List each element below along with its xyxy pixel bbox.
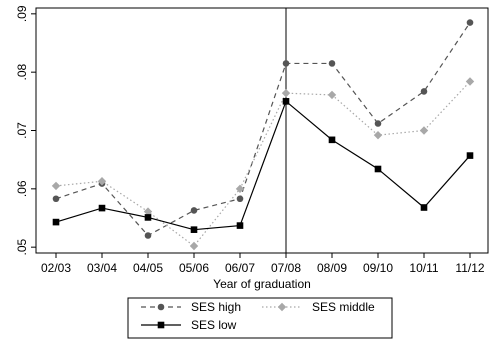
y-tick-label: .07 <box>15 122 29 139</box>
data-point-ses-middle <box>143 207 153 216</box>
x-tick-label: 07/08 <box>271 261 301 275</box>
data-point-ses-low <box>282 98 290 105</box>
legend-box <box>127 297 393 339</box>
y-tick-label: .05 <box>15 239 29 256</box>
x-tick-label: 03/04 <box>87 261 117 275</box>
data-point-ses-low <box>420 204 428 211</box>
legend-marker-ses-high <box>157 303 165 311</box>
data-point-ses-low <box>190 226 198 233</box>
data-point-ses-high <box>282 60 290 67</box>
data-point-ses-middle <box>189 241 199 251</box>
data-point-ses-low <box>236 222 244 229</box>
data-point-ses-high <box>144 232 152 239</box>
series-layer <box>51 19 475 251</box>
y-tick-label: .09 <box>15 5 29 22</box>
legend-marker-ses-middle <box>277 302 287 312</box>
data-point-ses-low <box>52 218 60 226</box>
data-point-ses-middle <box>281 88 291 98</box>
legend: SES high SES middle SES low <box>141 300 375 332</box>
data-point-ses-high <box>236 195 244 203</box>
data-point-ses-middle <box>465 77 475 86</box>
x-tick-label: 08/09 <box>317 261 347 275</box>
data-point-ses-high <box>374 120 382 127</box>
y-tick-label: .08 <box>15 64 29 81</box>
legend-label-ses-middle: SES middle <box>312 300 375 314</box>
x-tick-label: 11/12 <box>455 261 484 275</box>
series-line-ses-high <box>55 22 471 237</box>
legend-marker-ses-low <box>157 321 165 329</box>
data-point-ses-high <box>190 207 198 214</box>
legend-label-ses-high: SES high <box>191 300 241 314</box>
data-point-ses-high <box>466 19 474 26</box>
x-tick-label: 10/11 <box>409 261 438 275</box>
data-point-ses-middle <box>419 126 429 135</box>
x-tick-label: 05/06 <box>179 261 209 275</box>
data-point-ses-low <box>466 152 474 159</box>
data-point-ses-high <box>328 60 336 67</box>
data-point-ses-middle <box>51 181 61 191</box>
x-axis: 02/03 03/04 04/05 05/06 06/07 07/08 08/09 09/10… <box>41 253 485 275</box>
data-point-ses-middle <box>327 90 337 100</box>
series-line-ses-low <box>55 100 471 231</box>
y-tick-label: .06 <box>15 180 29 197</box>
series-line-ses-middle <box>55 81 471 247</box>
data-point-ses-low <box>374 165 382 173</box>
x-tick-label: 09/10 <box>363 261 393 275</box>
data-point-ses-middle <box>235 184 245 194</box>
data-point-ses-low <box>144 214 152 221</box>
legend-label-ses-low: SES low <box>191 318 237 332</box>
data-point-ses-middle <box>97 177 107 186</box>
data-point-ses-middle <box>373 130 383 140</box>
y-axis: .05 .06 .07 .08 .09 <box>15 5 36 256</box>
x-tick-label: 06/07 <box>225 261 255 275</box>
x-tick-label: 04/05 <box>133 261 163 275</box>
data-point-ses-low <box>98 204 106 212</box>
data-point-ses-low <box>328 136 336 144</box>
x-axis-title: Year of graduation <box>213 277 311 291</box>
data-point-ses-high <box>420 88 428 95</box>
data-point-ses-high <box>52 195 60 203</box>
x-tick-label: 02/03 <box>41 261 71 275</box>
